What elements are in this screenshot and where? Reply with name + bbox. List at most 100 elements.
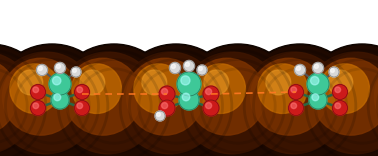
Circle shape <box>156 113 160 116</box>
Circle shape <box>10 64 59 113</box>
Circle shape <box>126 58 203 135</box>
Circle shape <box>291 87 297 93</box>
Circle shape <box>185 62 189 66</box>
Circle shape <box>364 46 378 156</box>
Circle shape <box>77 103 83 109</box>
Circle shape <box>0 58 17 135</box>
Circle shape <box>335 103 341 109</box>
Circle shape <box>291 103 297 109</box>
Circle shape <box>313 63 324 73</box>
Circle shape <box>333 85 347 100</box>
Circle shape <box>31 85 45 100</box>
Circle shape <box>329 67 339 77</box>
Circle shape <box>2 58 79 135</box>
Circle shape <box>64 58 141 135</box>
Circle shape <box>0 44 114 156</box>
Circle shape <box>238 44 362 156</box>
Circle shape <box>57 52 159 154</box>
Circle shape <box>54 94 61 101</box>
Circle shape <box>52 44 176 156</box>
Circle shape <box>335 87 341 93</box>
Circle shape <box>119 52 221 154</box>
Circle shape <box>159 100 175 116</box>
Circle shape <box>73 69 76 72</box>
Circle shape <box>179 90 199 110</box>
Circle shape <box>288 85 304 100</box>
Circle shape <box>177 72 201 96</box>
Circle shape <box>300 44 378 156</box>
Circle shape <box>74 100 90 115</box>
Circle shape <box>203 100 219 116</box>
Circle shape <box>310 77 319 85</box>
Circle shape <box>116 46 236 156</box>
Circle shape <box>188 58 265 135</box>
Circle shape <box>56 64 60 68</box>
Circle shape <box>33 103 39 109</box>
Circle shape <box>0 52 35 154</box>
Circle shape <box>305 52 378 154</box>
Circle shape <box>288 100 304 115</box>
Circle shape <box>0 46 50 156</box>
Circle shape <box>178 46 298 156</box>
Circle shape <box>181 76 190 85</box>
Circle shape <box>183 61 195 71</box>
Circle shape <box>312 94 319 101</box>
Circle shape <box>320 64 369 113</box>
Circle shape <box>33 87 39 93</box>
Circle shape <box>331 69 335 72</box>
Circle shape <box>181 52 283 154</box>
Circle shape <box>367 52 378 154</box>
Circle shape <box>0 46 112 156</box>
Circle shape <box>203 86 219 102</box>
Circle shape <box>266 70 291 95</box>
Circle shape <box>161 102 167 109</box>
Circle shape <box>38 66 42 71</box>
Circle shape <box>197 65 207 75</box>
Circle shape <box>206 102 212 109</box>
Circle shape <box>31 100 45 115</box>
Circle shape <box>182 93 190 101</box>
Circle shape <box>77 87 83 93</box>
Circle shape <box>49 73 71 95</box>
Circle shape <box>80 70 105 95</box>
Circle shape <box>171 64 175 68</box>
Circle shape <box>240 46 360 156</box>
Circle shape <box>37 64 48 76</box>
Circle shape <box>196 64 245 113</box>
Circle shape <box>71 67 81 77</box>
Circle shape <box>328 70 353 95</box>
Circle shape <box>54 63 65 73</box>
Circle shape <box>72 64 121 113</box>
Circle shape <box>198 67 202 70</box>
Circle shape <box>204 70 229 95</box>
Circle shape <box>309 91 327 109</box>
Circle shape <box>161 89 167 95</box>
Circle shape <box>307 73 329 95</box>
Circle shape <box>134 64 183 113</box>
Circle shape <box>0 44 52 156</box>
Circle shape <box>206 89 212 95</box>
Circle shape <box>362 44 378 156</box>
Circle shape <box>159 86 175 102</box>
Circle shape <box>312 58 378 135</box>
Circle shape <box>296 66 301 71</box>
Circle shape <box>74 85 90 100</box>
Circle shape <box>302 46 378 156</box>
Circle shape <box>0 52 97 154</box>
Circle shape <box>333 100 347 115</box>
Circle shape <box>314 64 318 68</box>
Circle shape <box>155 111 165 121</box>
Circle shape <box>53 77 61 85</box>
Circle shape <box>51 91 69 109</box>
Circle shape <box>18 70 43 95</box>
Circle shape <box>258 64 307 113</box>
Circle shape <box>243 52 345 154</box>
Circle shape <box>250 58 327 135</box>
Circle shape <box>294 64 305 76</box>
Circle shape <box>142 70 167 95</box>
Circle shape <box>114 44 238 156</box>
Circle shape <box>176 44 300 156</box>
Circle shape <box>374 58 378 135</box>
Circle shape <box>54 46 174 156</box>
Circle shape <box>169 63 181 73</box>
